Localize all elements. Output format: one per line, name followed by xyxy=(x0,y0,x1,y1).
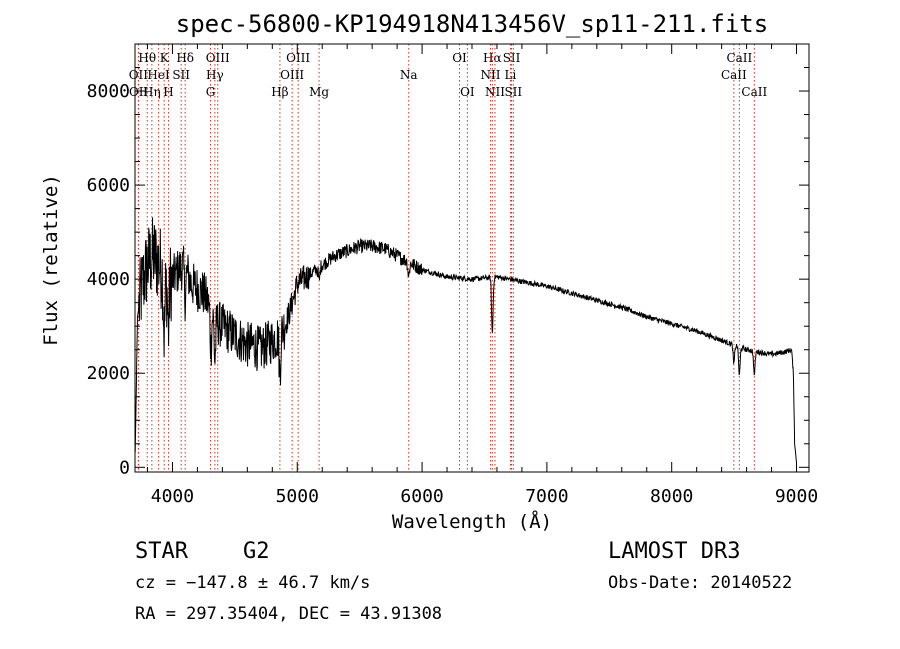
reference-line-label: Hβ xyxy=(271,85,288,99)
reference-line-label: Hα xyxy=(483,51,502,65)
reference-line-label: Mg xyxy=(309,85,329,99)
reference-line-label: NII xyxy=(480,68,500,82)
reference-line-label: OI xyxy=(452,51,467,65)
reference-line-label: OIII xyxy=(280,68,304,82)
reference-line-label: Hη xyxy=(143,85,161,99)
reference-line-label: OI xyxy=(460,85,475,99)
object-class: STAR xyxy=(135,539,189,564)
spectrum xyxy=(134,217,797,463)
y-tick-label: 8000 xyxy=(87,81,130,102)
reference-line-label: NII xyxy=(485,85,505,99)
reference-line-label: K xyxy=(160,51,170,65)
y-tick-label: 4000 xyxy=(87,269,130,290)
x-tick-label: 4000 xyxy=(151,486,194,507)
survey-name: LAMOST DR3 xyxy=(608,539,740,564)
observation-date: Obs-Date: 20140522 xyxy=(608,573,792,593)
chart-title: spec-56800-KP194918N413456V_sp11-211.fit… xyxy=(176,10,768,38)
x-axis-label: Wavelength (Å) xyxy=(392,510,552,533)
x-tick-label: 5000 xyxy=(276,486,319,507)
coordinates: RA = 297.35404, DEC = 43.91308 xyxy=(135,604,442,624)
y-tick-label: 0 xyxy=(119,457,130,478)
reference-line-label: CaII xyxy=(721,68,747,82)
reference-line-label: G xyxy=(206,85,216,99)
reference-line-label: Na xyxy=(400,68,418,82)
reference-line-label: OII xyxy=(129,85,149,99)
reference-line-label: OIII xyxy=(206,51,230,65)
reference-line-label: Hθ xyxy=(138,51,156,65)
object-subclass: G2 xyxy=(243,539,270,564)
plot-frame xyxy=(134,43,810,473)
reference-line-label: CaII xyxy=(741,85,767,99)
reference-line-label: Hγ xyxy=(206,68,224,82)
reference-line-label: CaII xyxy=(726,51,752,65)
reference-line-label: H xyxy=(163,85,173,99)
x-tick-label: 6000 xyxy=(400,486,443,507)
reference-line-label: OIII xyxy=(286,51,310,65)
reference-line-label: Hδ xyxy=(176,51,194,65)
axis-ticks: 4000 5000 6000 7000 8000 9000 0 2000 4000 6000 800… xyxy=(87,43,818,507)
reference-line-label: Li xyxy=(505,68,517,82)
x-tick-label: 8000 xyxy=(650,486,693,507)
reference-line-label: HeI xyxy=(147,68,170,82)
y-tick-label: 2000 xyxy=(87,363,130,384)
y-axis-label: Flux (relative) xyxy=(40,174,62,346)
spectrum-trace xyxy=(134,217,797,463)
x-tick-label: 7000 xyxy=(525,486,568,507)
reference-line-label: OII xyxy=(129,68,149,82)
reference-line-label: SII xyxy=(503,51,521,65)
x-tick-label: 9000 xyxy=(775,486,818,507)
reference-line-label: SII xyxy=(172,68,190,82)
reference-line-label: SII xyxy=(504,85,522,99)
y-tick-label: 6000 xyxy=(87,175,130,196)
redshift-velocity: cz = −147.8 ± 46.7 km/s xyxy=(135,573,370,593)
